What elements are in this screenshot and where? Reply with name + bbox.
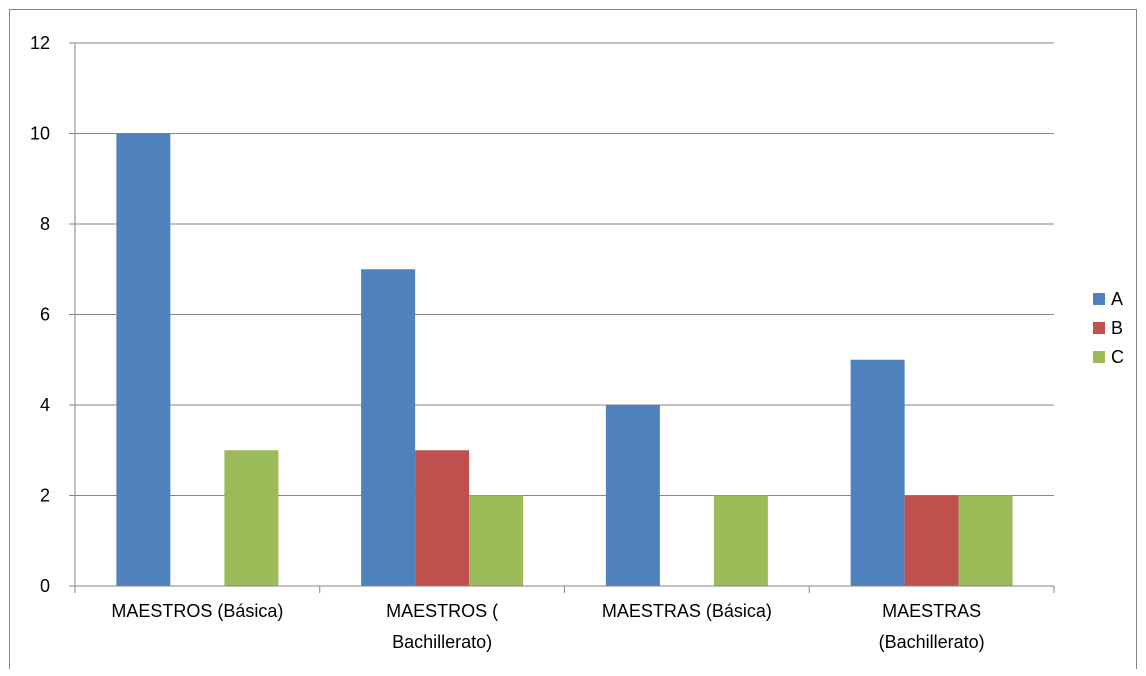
bar-c-1: [224, 450, 279, 586]
legend: ABC: [1093, 289, 1124, 367]
y-tick-label: 4: [40, 395, 50, 415]
x-tick-labels: MAESTROS (Básica) MAESTROS (Bachillerato)…: [111, 601, 984, 652]
legend-swatch-a: [1093, 293, 1105, 305]
axes: [69, 42, 1055, 593]
legend-swatch-b: [1093, 322, 1105, 334]
legend-swatch-c: [1093, 351, 1105, 363]
bar-b-4: [904, 495, 959, 586]
bar-a-2: [361, 269, 416, 586]
y-tick-label: 2: [40, 486, 50, 506]
x-tick-label: MAESTRAS (Básica): [602, 601, 772, 621]
x-tick-label: MAESTRAS (Bachillerato): [879, 601, 985, 652]
y-tick-label: 10: [30, 124, 50, 144]
bar-c-3: [713, 495, 768, 586]
legend-label-b: B: [1111, 318, 1123, 338]
y-tick-label: 6: [40, 305, 50, 325]
bar-c-2: [469, 495, 524, 586]
bar-a-1: [116, 133, 171, 586]
bar-b-2: [415, 450, 470, 586]
legend-label-a: A: [1111, 289, 1123, 309]
bars: [116, 133, 1013, 586]
x-tick-label: MAESTROS (Básica): [111, 601, 283, 621]
gridlines: [75, 42, 1054, 496]
chart-frame: [9, 9, 1137, 669]
bar-a-3: [605, 405, 660, 586]
y-tick-label: 12: [30, 33, 50, 53]
y-tick-label: 0: [40, 576, 50, 596]
legend-label-c: C: [1111, 347, 1124, 367]
y-tick-labels: 0 2 4 6 8 10 12: [30, 33, 50, 596]
bar-c-4: [958, 495, 1013, 586]
x-tick-label: MAESTROS (Bachillerato): [386, 601, 498, 652]
y-tick-label: 8: [40, 214, 50, 234]
bar-a-4: [850, 359, 905, 586]
